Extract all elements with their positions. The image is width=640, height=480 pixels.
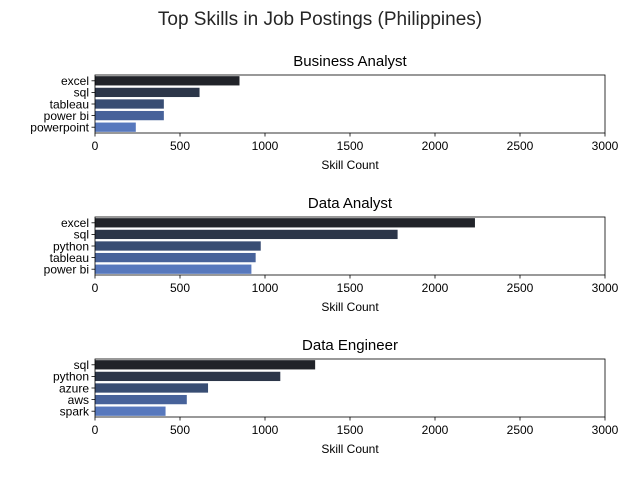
- y-tick-label: sql: [74, 228, 89, 242]
- y-tick-label: excel: [61, 216, 89, 230]
- x-tick-label: 1500: [337, 139, 364, 153]
- x-tick-label: 500: [170, 281, 190, 295]
- x-tick-label: 500: [170, 423, 190, 437]
- subplot-title: Data Engineer: [302, 337, 398, 354]
- x-tick-label: 2000: [422, 281, 449, 295]
- bar: [95, 371, 281, 382]
- x-tick-label: 2000: [422, 423, 449, 437]
- y-tick-label: excel: [61, 74, 89, 88]
- x-tick-label: 2500: [507, 423, 534, 437]
- bar: [95, 406, 166, 416]
- y-tick-label: python: [53, 370, 89, 384]
- bar: [95, 87, 200, 98]
- x-tick-label: 3000: [592, 139, 619, 153]
- axes-frame: [94, 74, 606, 134]
- x-tick-label: 2000: [422, 139, 449, 153]
- x-axis-label: Skill Count: [321, 158, 379, 172]
- bar: [95, 110, 164, 121]
- bar: [95, 229, 398, 240]
- bar: [95, 383, 209, 393]
- y-tick-label: power bi: [44, 263, 89, 277]
- x-tick-label: 1000: [252, 281, 279, 295]
- y-tick-label: sql: [74, 358, 89, 372]
- x-tick-label: 1500: [337, 423, 364, 437]
- y-tick-label: aws: [68, 393, 89, 407]
- x-axis-label: Skill Count: [321, 442, 379, 456]
- x-tick-label: 3000: [592, 423, 619, 437]
- bar: [95, 122, 136, 132]
- bar: [95, 76, 240, 86]
- y-tick-label: azure: [59, 381, 89, 395]
- bar: [95, 394, 187, 405]
- subplot-title: Data Analyst: [308, 195, 393, 212]
- y-tick-label: power bi: [44, 109, 89, 123]
- y-tick-label: powerpoint: [30, 121, 89, 135]
- y-tick-label: tableau: [50, 251, 89, 265]
- x-tick-label: 0: [92, 139, 99, 153]
- y-tick-label: sql: [74, 86, 89, 100]
- x-tick-label: 500: [170, 139, 190, 153]
- subplot-title: Business Analyst: [293, 53, 407, 70]
- axes-frame: [94, 358, 606, 418]
- bar: [95, 252, 256, 263]
- x-tick-label: 0: [92, 281, 99, 295]
- figure-title: Top Skills in Job Postings (Philippines): [158, 9, 482, 30]
- x-tick-label: 2500: [507, 139, 534, 153]
- x-tick-label: 0: [92, 423, 99, 437]
- y-tick-label: python: [53, 239, 89, 253]
- y-tick-label: spark: [60, 405, 90, 419]
- axes-frame: [94, 216, 606, 276]
- x-axis-label: Skill Count: [321, 300, 379, 314]
- x-tick-label: 1000: [252, 139, 279, 153]
- x-tick-label: 2500: [507, 281, 534, 295]
- bar: [95, 99, 164, 109]
- bar: [95, 241, 261, 251]
- bar: [95, 360, 316, 370]
- bar: [95, 218, 475, 228]
- x-tick-label: 1000: [252, 423, 279, 437]
- x-tick-label: 1500: [337, 281, 364, 295]
- bar: [95, 264, 252, 274]
- y-tick-label: tableau: [50, 97, 89, 111]
- x-tick-label: 3000: [592, 281, 619, 295]
